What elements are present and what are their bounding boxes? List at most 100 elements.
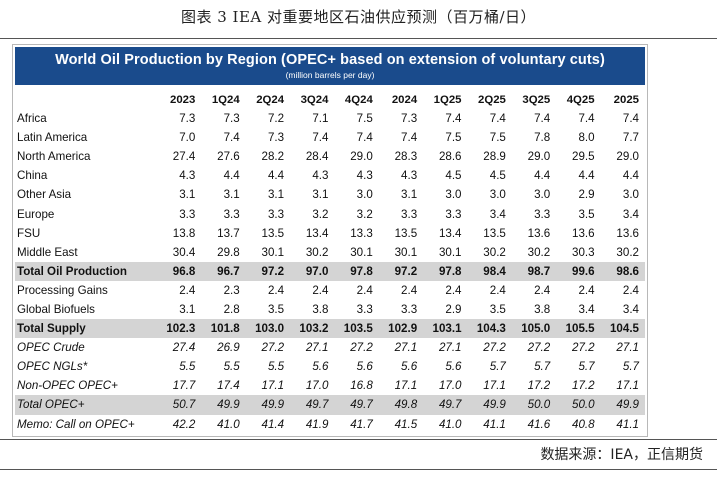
value-cell: 97.2 xyxy=(378,261,424,281)
value-cell: 3.0 xyxy=(534,188,551,202)
value-cell: 5.7 xyxy=(622,360,639,374)
value-cell: 49.9 xyxy=(201,395,246,415)
value-cell: 7.4 xyxy=(401,131,418,145)
table-row: Total Supply 102.3 101.8 103.0 103.2 103.5 102… xyxy=(15,319,645,339)
value-cell: 17.0 xyxy=(438,379,462,393)
value-cell: 17.2 xyxy=(572,379,595,393)
value-cell: 3.1 xyxy=(267,188,285,202)
value-cell: 27.1 xyxy=(305,341,329,355)
value-cell: 41.0 xyxy=(438,417,462,431)
value-cell: 41.1 xyxy=(616,417,639,431)
column-header: 1Q25 xyxy=(433,94,462,106)
value-cell: 30.1 xyxy=(261,245,285,259)
value-cell: 30.1 xyxy=(350,245,373,259)
header-corner xyxy=(15,91,157,109)
table-body: Africa 7.3 7.3 7.2 7.1 7.5 7.3 7.4 7.4 7.4 7.4 7.4 L… xyxy=(15,109,645,434)
value-cell: 4.4 xyxy=(223,169,240,183)
table-title: World Oil Production by Region (OPEC+ ba… xyxy=(55,52,605,68)
value-cell: 2.4 xyxy=(445,283,462,297)
value-cell: 16.8 xyxy=(350,379,373,393)
value-cell: 4.3 xyxy=(356,169,373,183)
value-cell: 2.4 xyxy=(489,283,506,297)
value-cell: 3.8 xyxy=(534,302,551,316)
value-cell: 3.3 xyxy=(534,207,551,221)
value-cell: 3.3 xyxy=(179,207,196,221)
value-cell: 102.3 xyxy=(157,319,202,339)
value-cell: 30.2 xyxy=(305,245,329,259)
value-cell: 13.5 xyxy=(483,226,506,240)
value-cell: 4.3 xyxy=(179,169,196,183)
value-cell: 40.8 xyxy=(572,417,595,431)
row-label: OPEC Crude xyxy=(17,341,85,355)
value-cell: 27.1 xyxy=(394,341,418,355)
value-cell: 29.0 xyxy=(527,150,551,164)
value-cell: 3.8 xyxy=(312,302,329,316)
row-label: North America xyxy=(17,150,91,164)
row-label: Europe xyxy=(17,207,55,221)
value-cell: 3.3 xyxy=(401,207,418,221)
row-label: Africa xyxy=(17,112,47,126)
value-cell: 5.7 xyxy=(534,360,551,374)
value-cell: 5.5 xyxy=(267,360,285,374)
value-cell: 17.1 xyxy=(483,379,506,393)
table-row: Europe 3.3 3.3 3.3 3.2 3.2 3.3 3.3 3.4 3.3 3.5 3.4 xyxy=(15,204,645,223)
value-cell: 7.5 xyxy=(356,112,373,126)
value-cell: 4.3 xyxy=(312,169,329,183)
row-label: Total Oil Production xyxy=(15,261,157,281)
value-cell: 27.2 xyxy=(572,341,595,355)
table-row: OPEC Crude 27.4 26.9 27.2 27.1 27.2 27.1 27.1 27… xyxy=(15,338,645,357)
value-cell: 17.7 xyxy=(172,379,196,393)
value-cell: 5.6 xyxy=(445,360,462,374)
value-cell: 27.1 xyxy=(438,341,462,355)
value-cell: 42.2 xyxy=(172,417,196,431)
value-cell: 41.7 xyxy=(350,417,373,431)
table-row: Processing Gains 2.4 2.3 2.4 2.4 2.4 2.4 2.4 2.4… xyxy=(15,281,645,300)
figure-caption: 图表 3 IEA 对重要地区石油供应预测（百万桶/日） xyxy=(180,8,537,26)
value-cell: 2.3 xyxy=(223,283,240,297)
value-cell: 30.2 xyxy=(616,245,639,259)
value-cell: 98.7 xyxy=(511,261,557,281)
value-cell: 28.4 xyxy=(305,150,329,164)
value-cell: 2.4 xyxy=(534,283,551,297)
value-cell: 4.4 xyxy=(267,169,285,183)
production-table: 2023 1Q24 2Q24 3Q24 4Q24 2024 1Q25 2Q25 3Q25 4Q25… xyxy=(15,91,645,434)
value-cell: 4.4 xyxy=(622,169,639,183)
value-cell: 13.4 xyxy=(438,226,462,240)
row-label: Latin America xyxy=(17,131,88,145)
value-cell: 103.0 xyxy=(245,319,291,339)
table-row: Total OPEC+ 50.7 49.9 49.9 49.7 49.7 49.8 49.7 4… xyxy=(15,395,645,415)
value-cell: 3.5 xyxy=(489,302,506,316)
value-cell: 30.3 xyxy=(572,245,595,259)
header-row: 2023 1Q24 2Q24 3Q24 4Q24 2024 1Q25 2Q25 3Q25 4Q25… xyxy=(15,91,645,109)
value-cell: 2.4 xyxy=(356,283,373,297)
value-cell: 49.9 xyxy=(467,395,512,415)
value-cell: 5.5 xyxy=(179,360,196,374)
value-cell: 49.9 xyxy=(245,395,291,415)
value-cell: 27.4 xyxy=(172,150,196,164)
value-cell: 50.0 xyxy=(556,395,601,415)
value-cell: 101.8 xyxy=(201,319,246,339)
value-cell: 17.4 xyxy=(217,379,240,393)
value-cell: 4.4 xyxy=(578,169,595,183)
value-cell: 2.4 xyxy=(179,283,196,297)
value-cell: 96.8 xyxy=(157,261,202,281)
row-label: Global Biofuels xyxy=(17,302,95,316)
value-cell: 3.3 xyxy=(356,302,373,316)
value-cell: 7.3 xyxy=(179,112,196,126)
value-cell: 2.4 xyxy=(578,283,595,297)
value-cell: 7.4 xyxy=(312,131,329,145)
value-cell: 3.3 xyxy=(223,207,240,221)
value-cell: 17.1 xyxy=(261,379,285,393)
value-cell: 41.9 xyxy=(305,417,329,431)
value-cell: 103.2 xyxy=(290,319,335,339)
row-label: FSU xyxy=(17,226,41,240)
table-row: North America 27.4 27.6 28.2 28.4 29.0 28.3 28.… xyxy=(15,147,645,166)
value-cell: 7.7 xyxy=(622,131,639,145)
value-cell: 2.4 xyxy=(401,283,418,297)
value-cell: 28.3 xyxy=(394,150,418,164)
value-cell: 4.5 xyxy=(489,169,506,183)
value-cell: 5.5 xyxy=(223,360,240,374)
value-cell: 13.6 xyxy=(616,226,639,240)
value-cell: 7.5 xyxy=(489,131,506,145)
value-cell: 3.5 xyxy=(578,207,595,221)
